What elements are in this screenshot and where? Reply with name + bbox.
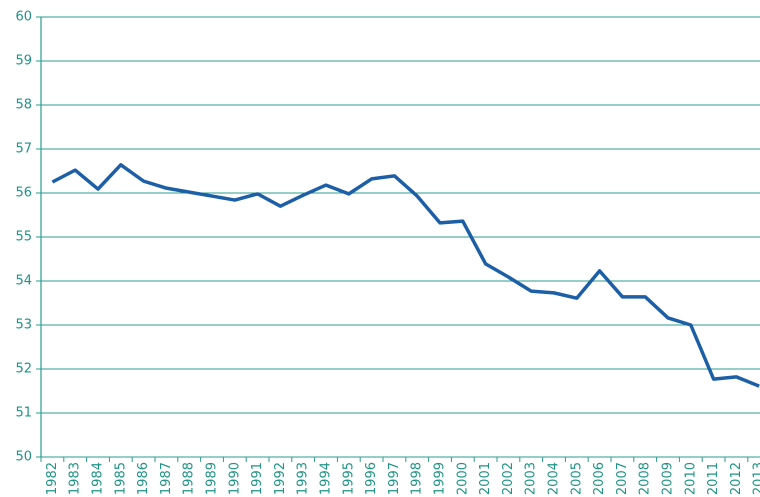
x-tick-label: 1998 (410, 462, 425, 495)
x-tick-label: 1982 (45, 462, 60, 495)
data-line (51, 163, 760, 388)
x-tick-label: 1988 (182, 462, 197, 495)
x-tick-label: 1984 (91, 462, 106, 495)
x-tick-label: 1986 (136, 462, 151, 495)
y-tick-label: 60 (15, 10, 32, 25)
x-tick-label: 2009 (661, 462, 676, 495)
y-tick-label: 55 (15, 230, 32, 245)
x-tick-label: 1990 (227, 462, 242, 495)
y-tick-label: 54 (15, 274, 32, 289)
y-tick-label: 59 (15, 54, 32, 69)
x-tick-label: 2008 (638, 462, 653, 495)
x-tick-label: 1983 (68, 462, 83, 495)
x-tick-label: 2011 (706, 462, 721, 495)
y-tick-label: 58 (15, 98, 32, 113)
y-tick-label: 52 (15, 362, 32, 377)
x-tick-label: 1996 (364, 462, 379, 495)
x-tick-label: 1991 (250, 462, 265, 495)
x-tick-label: 1993 (296, 462, 311, 495)
x-tick-label: 2012 (729, 462, 744, 495)
x-tick-label: 2003 (524, 462, 539, 495)
x-tick-label: 2001 (478, 462, 493, 495)
y-tick-label: 50 (15, 450, 32, 465)
x-tick-label: 2013 (752, 462, 760, 495)
x-tick-label: 1992 (273, 462, 288, 495)
y-tick-label: 53 (15, 318, 32, 333)
x-tick-label: 2002 (501, 462, 516, 495)
x-tick-label: 2005 (569, 462, 584, 495)
y-tick-label: 57 (15, 142, 32, 157)
x-tick-label: 1997 (387, 462, 402, 495)
x-tick-label: 2004 (547, 462, 562, 495)
x-tick-label: 2007 (615, 462, 630, 495)
y-tick-label: 56 (15, 186, 32, 201)
x-tick-label: 1985 (113, 462, 128, 495)
x-tick-label: 1995 (341, 462, 356, 495)
x-tick-label: 1999 (433, 462, 448, 495)
x-tick-label: 1989 (205, 462, 220, 495)
x-tick-label: 1994 (319, 462, 334, 495)
x-tick-label: 1987 (159, 462, 174, 495)
x-tick-label: 2010 (683, 462, 698, 495)
y-tick-label: 51 (15, 406, 32, 421)
x-tick-label: 2006 (592, 462, 607, 495)
x-tick-label: 2000 (455, 462, 470, 495)
